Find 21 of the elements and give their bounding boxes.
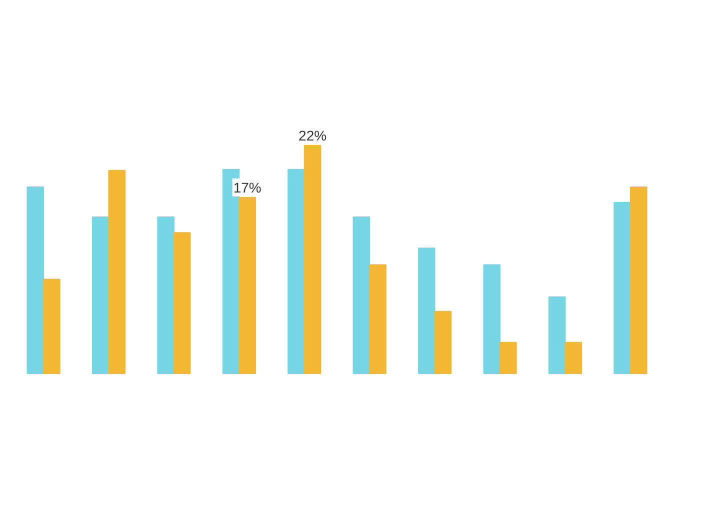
bar bbox=[238, 196, 256, 374]
bar bbox=[173, 232, 191, 374]
bar bbox=[92, 216, 110, 374]
bar bbox=[630, 186, 648, 374]
bar bbox=[43, 278, 60, 374]
bar bbox=[157, 216, 174, 374]
bar bbox=[108, 170, 126, 374]
bar bbox=[418, 248, 436, 374]
bar bbox=[288, 168, 305, 374]
bar bbox=[304, 145, 322, 374]
data-label: 22% bbox=[298, 128, 327, 144]
bar bbox=[26, 186, 44, 374]
bar bbox=[483, 264, 501, 374]
bar bbox=[548, 296, 566, 374]
bar bbox=[500, 342, 517, 374]
data-label: 17% bbox=[233, 179, 262, 196]
bar bbox=[369, 264, 386, 374]
bar bbox=[434, 310, 452, 374]
bar bbox=[614, 202, 631, 374]
bar bbox=[352, 216, 370, 374]
bar bbox=[564, 342, 582, 374]
